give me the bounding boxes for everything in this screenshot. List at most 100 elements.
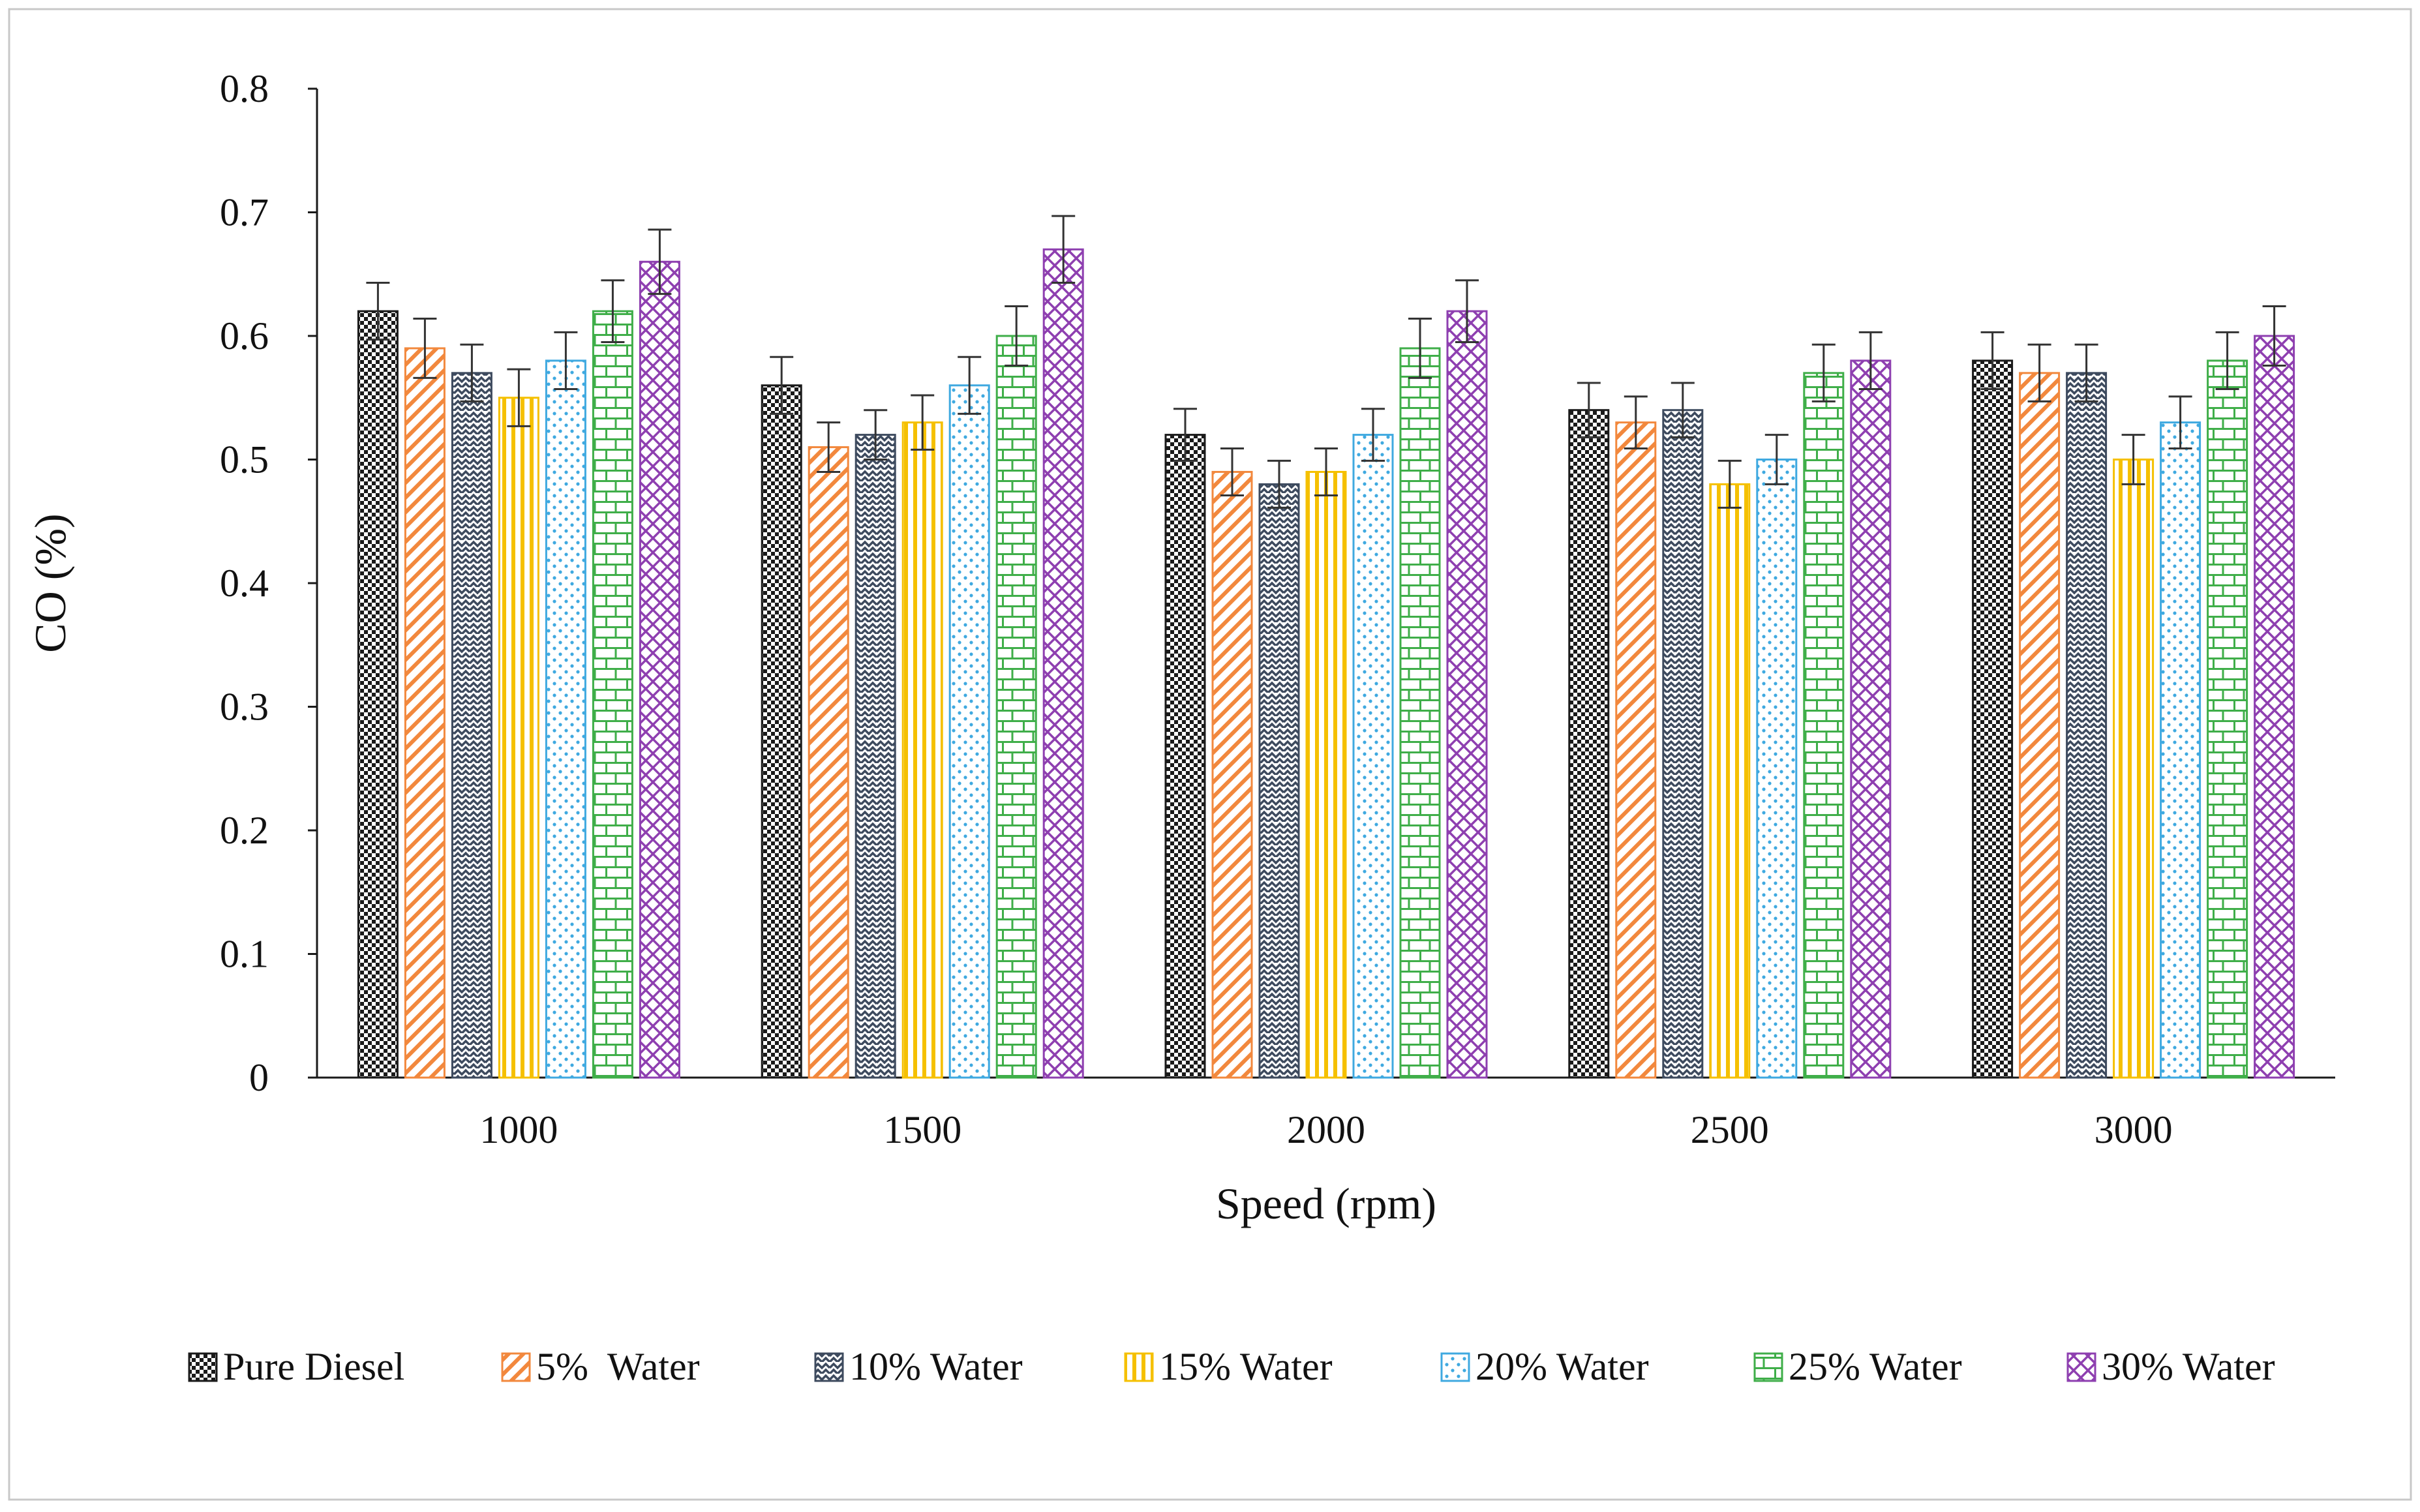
error-bar	[2027, 343, 2051, 402]
legend-label: 20% Water	[1475, 1345, 1649, 1388]
bar-10-water-3000	[2066, 372, 2108, 1079]
bar-20-water-1000	[545, 359, 586, 1079]
bar-pure-diesel-2500	[1568, 409, 1610, 1079]
legend-label: 10% Water	[849, 1345, 1023, 1388]
error-bar	[2074, 343, 2098, 402]
x-tick-label: 3000	[2095, 1108, 2173, 1151]
error-bar	[554, 331, 578, 390]
error-bar	[770, 355, 794, 415]
legend-item: 30% Water	[2066, 1345, 2275, 1388]
legend-item: Pure Diesel	[188, 1345, 404, 1388]
bar-30-water-2000	[1446, 310, 1488, 1079]
error-bar	[1764, 434, 1789, 485]
x-tick-label: 2000	[1287, 1108, 1365, 1151]
bar-20-water-3000	[2160, 421, 2201, 1079]
error-bar	[1173, 408, 1197, 462]
bar-25-water-1000	[592, 310, 633, 1079]
bar-pure-diesel-1500	[761, 384, 802, 1079]
y-tick-label: 0.5	[220, 438, 269, 481]
error-bar	[817, 421, 841, 473]
bar-10-water-1500	[855, 434, 896, 1079]
legend-item: 15% Water	[1124, 1345, 1333, 1388]
bar-15-water-3000	[2113, 459, 2155, 1079]
y-tick-label: 0.7	[220, 191, 269, 234]
bars-layer	[357, 215, 2295, 1079]
error-bar	[366, 282, 390, 341]
bar-15-water-2500	[1709, 483, 1751, 1079]
error-bar	[2168, 395, 2192, 449]
legend-label: 5% Water	[536, 1345, 700, 1388]
y-tick-label: 0.2	[220, 809, 269, 852]
bar-20-water-2500	[1756, 459, 1798, 1079]
bar-15-water-1000	[498, 397, 539, 1079]
y-tick-label: 0.3	[220, 686, 269, 729]
error-bar	[1811, 343, 1836, 402]
error-bar	[1361, 408, 1385, 462]
legend-item: 20% Water	[1440, 1345, 1649, 1388]
x-tick-label: 1000	[479, 1108, 558, 1151]
error-bar	[1717, 459, 1742, 509]
error-bar	[864, 409, 888, 461]
bar-5-water-2500	[1615, 421, 1657, 1079]
error-bar	[648, 228, 672, 295]
error-bar	[1408, 317, 1432, 379]
bar-20-water-2000	[1352, 434, 1394, 1079]
legend-swatch	[1753, 1352, 1783, 1382]
legend: Pure Diesel 5% Water 10% Water 15% Water 20%…	[188, 1345, 2275, 1388]
error-bar	[1980, 331, 2004, 390]
bar-5-water-2000	[1211, 470, 1253, 1079]
bar-5-water-1500	[808, 446, 849, 1079]
error-bar	[601, 279, 625, 343]
legend-swatch	[188, 1352, 218, 1382]
bar-5-water-1000	[404, 347, 446, 1079]
legend-item: 5% Water	[501, 1345, 700, 1388]
bar-30-water-1000	[639, 260, 680, 1079]
bar-pure-diesel-1000	[357, 310, 399, 1079]
legend-swatch	[814, 1352, 844, 1382]
legend-label: 30% Water	[2102, 1345, 2275, 1388]
error-bar	[1455, 279, 1479, 343]
error-bar	[1220, 447, 1244, 496]
y-ticks: 0 0.1 0.2 0.3 0.4 0.5 0.6 0.7 0.8	[220, 67, 317, 1099]
legend-item: 10% Water	[814, 1345, 1023, 1388]
x-tick-label: 1500	[883, 1108, 961, 1151]
bar-15-water-2000	[1305, 470, 1347, 1079]
bar-20-water-1500	[948, 384, 990, 1079]
bar-30-water-2500	[1850, 359, 1892, 1079]
bar-15-water-1500	[901, 421, 943, 1079]
bar-10-water-2500	[1662, 409, 1704, 1079]
bar-pure-diesel-3000	[1972, 359, 2014, 1079]
legend-swatch	[1124, 1352, 1154, 1382]
y-tick-label: 0.6	[220, 314, 269, 357]
y-tick-label: 0	[249, 1056, 269, 1099]
bar-30-water-1500	[1042, 248, 1084, 1079]
error-bar	[1858, 331, 1883, 390]
legend-swatch	[1440, 1352, 1470, 1382]
bar-25-water-2000	[1399, 347, 1441, 1079]
x-tick-label: 2500	[1691, 1108, 1769, 1151]
y-tick-label: 0.1	[220, 933, 269, 976]
error-bar	[1314, 447, 1338, 496]
error-bar	[2121, 434, 2145, 485]
legend-label: 15% Water	[1159, 1345, 1333, 1388]
error-bar	[1577, 382, 1601, 438]
x-axis-label: Speed (rpm)	[1216, 1179, 1436, 1228]
error-bar	[1624, 395, 1648, 449]
error-bar	[2215, 331, 2239, 390]
y-tick-label: 0.8	[220, 67, 269, 110]
error-bar	[507, 368, 531, 427]
bar-25-water-3000	[2207, 359, 2248, 1079]
x-ticks: 1000 1500 2000 2500 3000	[479, 1108, 2172, 1151]
bar-25-water-2500	[1803, 372, 1845, 1079]
error-bar	[1051, 215, 1076, 284]
bar-5-water-3000	[2019, 372, 2061, 1079]
error-bar	[413, 317, 437, 379]
legend-swatch	[501, 1352, 531, 1382]
legend-swatch	[2066, 1352, 2096, 1382]
bar-10-water-2000	[1258, 483, 1300, 1079]
bar-pure-diesel-2000	[1164, 434, 1206, 1079]
bar-30-water-3000	[2254, 335, 2295, 1079]
error-bar	[911, 394, 935, 451]
